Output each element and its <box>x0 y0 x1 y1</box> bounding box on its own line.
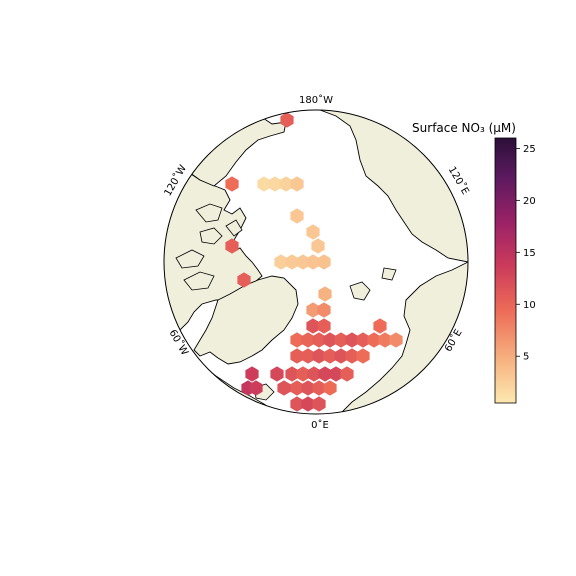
hex-bin <box>277 380 291 396</box>
hex-bin <box>378 332 392 348</box>
hex-bin <box>257 176 271 192</box>
hex-bin <box>306 302 320 318</box>
map-boundary <box>163 109 469 415</box>
hex-bin <box>285 254 299 270</box>
hex-bin <box>290 176 304 192</box>
hex-bin <box>334 348 348 364</box>
hex-bin <box>334 332 348 348</box>
hex-bin <box>301 332 315 348</box>
hex-bin <box>306 254 320 270</box>
hex-bin <box>290 396 304 412</box>
hex-bin <box>280 112 294 128</box>
hex-bin <box>285 366 299 382</box>
hex-bin <box>301 380 315 396</box>
hex-bin <box>317 254 331 270</box>
hex-bin <box>290 208 304 224</box>
colorbar <box>494 137 517 404</box>
hex-bin <box>290 348 304 364</box>
hex-bin <box>296 366 310 382</box>
hex-bin <box>323 380 337 396</box>
hex-bin <box>274 254 288 270</box>
colorbar-tick-label: 5 <box>523 352 529 363</box>
colorbar-title: Surface NO₃ (μM) <box>412 121 516 135</box>
hex-bin <box>245 366 259 382</box>
hex-bin <box>356 332 370 348</box>
hex-bin <box>270 366 284 382</box>
hex-bin <box>312 396 326 412</box>
hex-bin <box>296 254 310 270</box>
svalbard-land <box>349 267 397 301</box>
colorbar-tick-label: 25 <box>523 144 536 155</box>
hex-bin <box>290 380 304 396</box>
hex-bin <box>329 366 343 382</box>
nitrate-hex-bins <box>225 112 403 412</box>
hex-bin <box>225 176 239 192</box>
colorbar-tick-label: 10 <box>523 300 536 311</box>
hex-bin <box>323 332 337 348</box>
hex-bin <box>249 380 263 396</box>
hex-bin <box>301 348 315 364</box>
arctic-islands-land <box>175 203 243 291</box>
hex-bin <box>317 318 331 334</box>
hex-bin <box>318 286 332 302</box>
hex-bin <box>237 272 251 288</box>
hex-bin <box>268 176 282 192</box>
hex-bin <box>306 224 320 240</box>
hex-bin <box>307 366 321 382</box>
hex-bin <box>225 238 239 254</box>
lon-label-top: 180˚W <box>299 94 333 106</box>
hex-bin <box>345 332 359 348</box>
hex-bin <box>317 302 331 318</box>
hex-bin <box>279 176 293 192</box>
hex-bin <box>312 348 326 364</box>
hex-bin <box>306 318 320 334</box>
hex-bin <box>318 366 332 382</box>
hex-bin <box>389 332 403 348</box>
hex-bin <box>290 332 304 348</box>
lon-label-bottom: 0˚E <box>311 419 329 431</box>
hex-bin <box>340 366 354 382</box>
hex-bin <box>311 238 325 254</box>
hex-bin <box>345 348 359 364</box>
colorbar-ticks: 5 10 15 20 25 <box>516 144 536 363</box>
hex-bin <box>301 396 315 412</box>
hex-bin <box>367 332 381 348</box>
hex-bin <box>312 332 326 348</box>
colorbar-tick-label: 20 <box>523 196 536 207</box>
hex-bin <box>356 348 370 364</box>
greenland-land <box>193 275 299 365</box>
hex-bin <box>323 348 337 364</box>
hex-bin <box>373 318 387 334</box>
colorbar-tick-label: 15 <box>523 248 536 259</box>
hex-bin <box>312 380 326 396</box>
